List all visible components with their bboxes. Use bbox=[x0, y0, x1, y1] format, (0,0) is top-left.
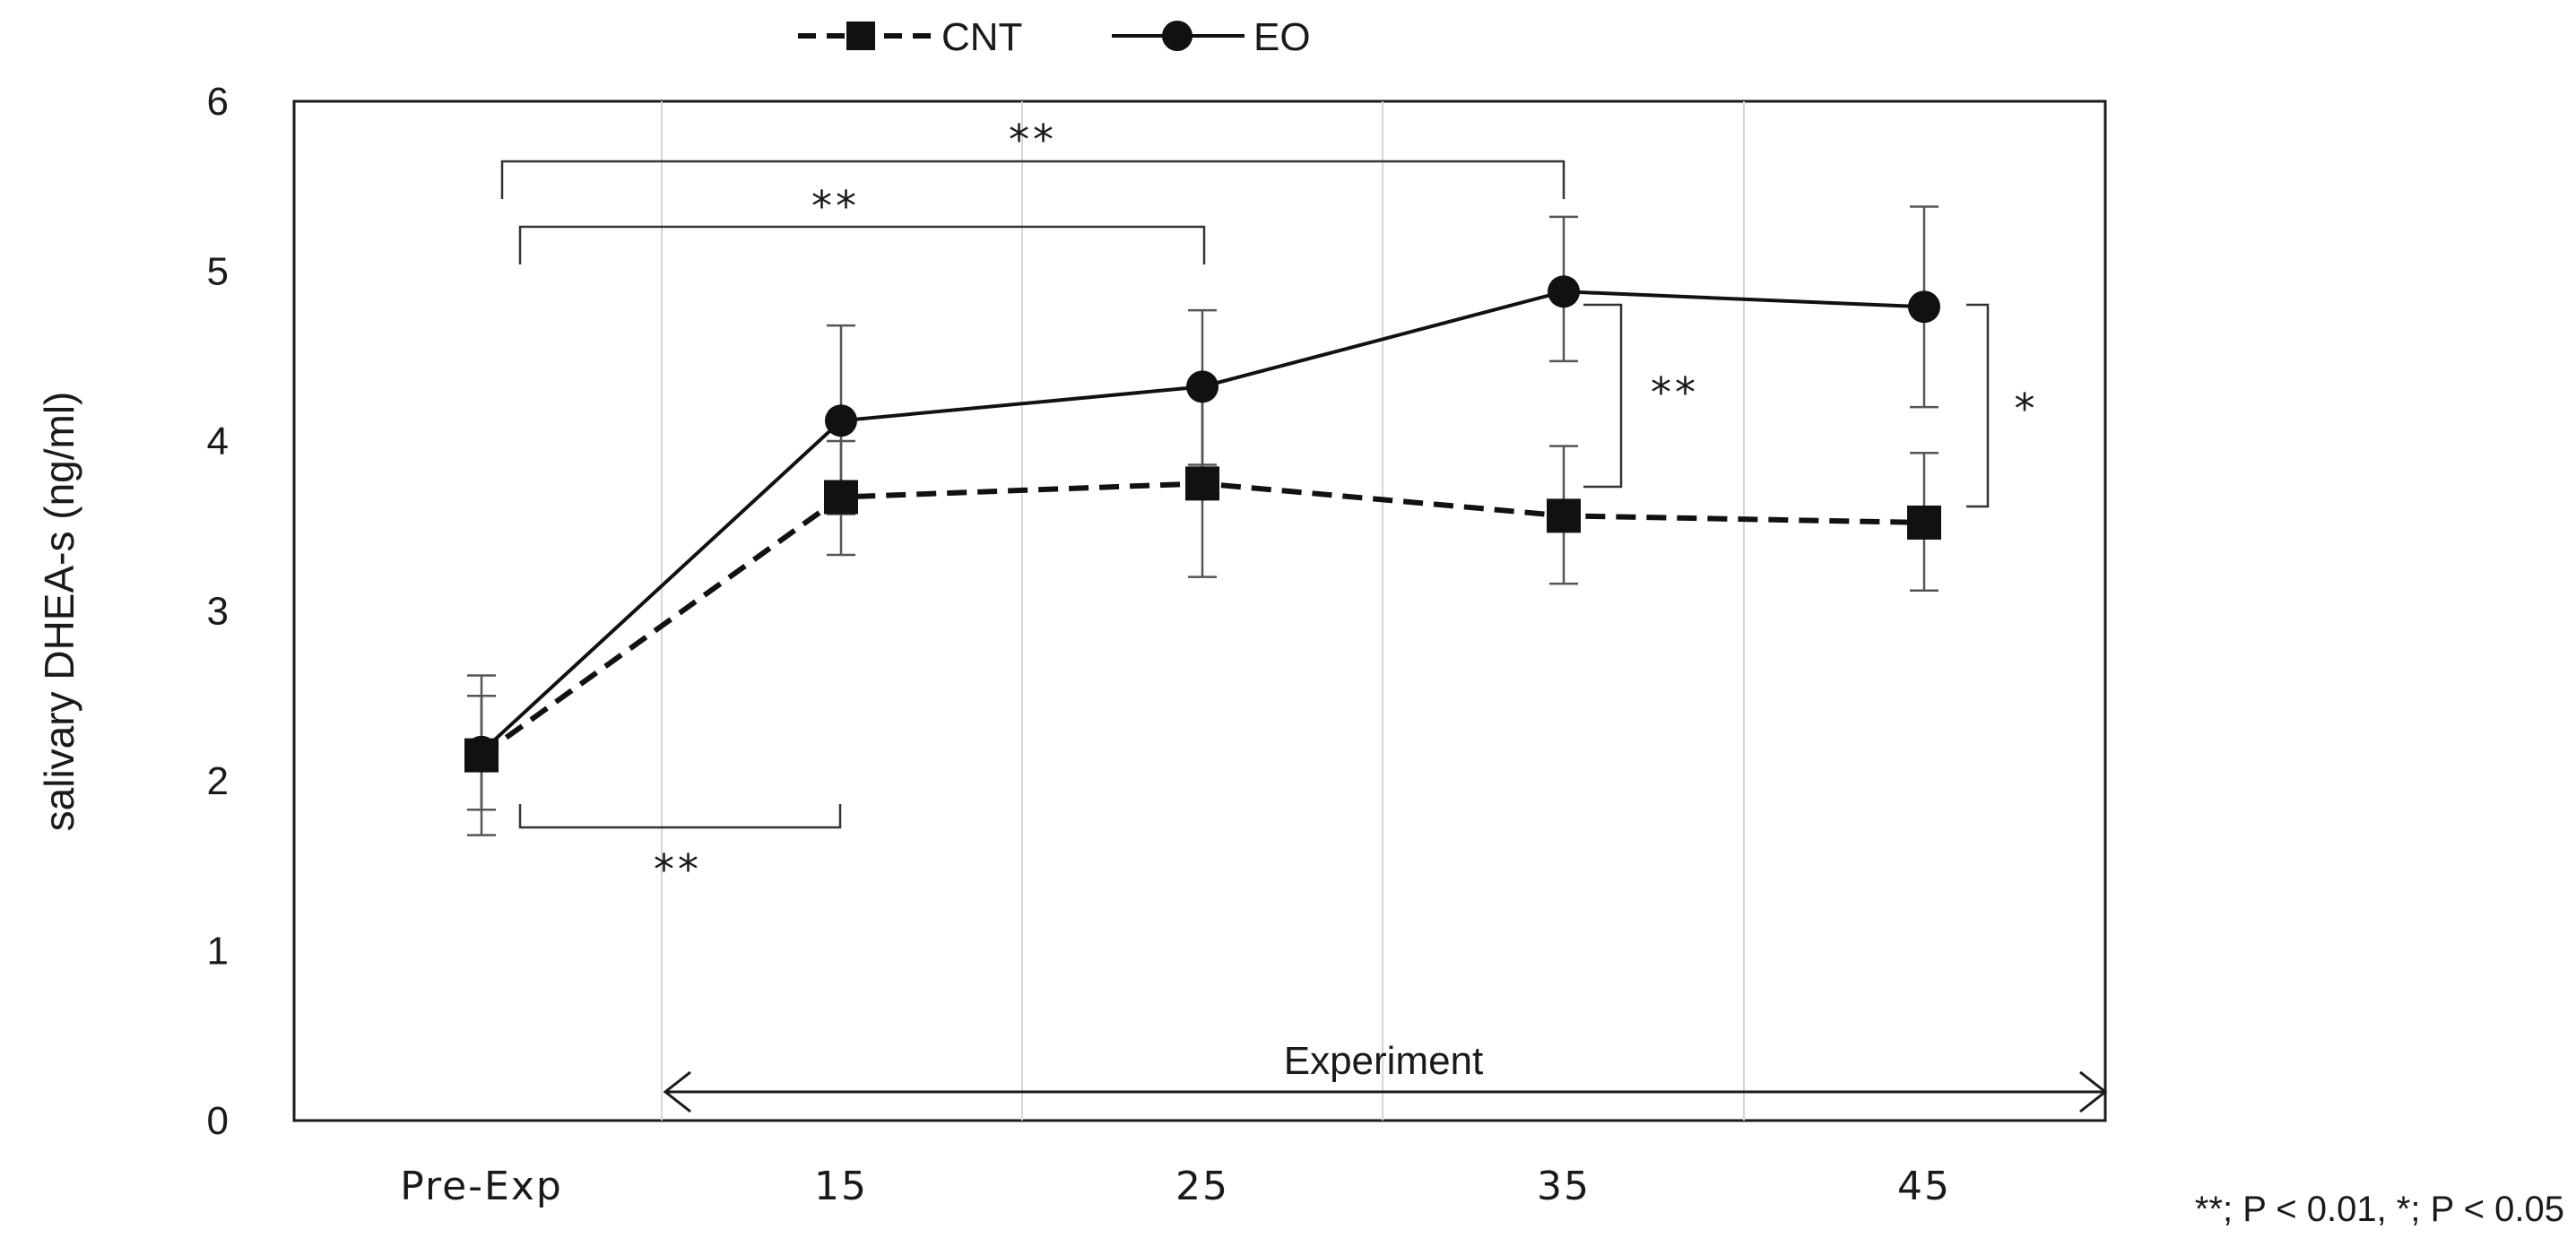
point-eo-0 bbox=[465, 735, 498, 768]
experiment-label: Experiment bbox=[1284, 1039, 1484, 1083]
y-axis-label: salivary DHEA-s (ng/ml) bbox=[36, 392, 82, 832]
y-tick-label-5: 5 bbox=[207, 250, 229, 294]
point-eo-3 bbox=[1548, 275, 1580, 308]
y-tick-label-6: 6 bbox=[207, 80, 229, 124]
y-tick-label-1: 1 bbox=[207, 930, 229, 974]
legend: CNT EO bbox=[798, 15, 1311, 59]
y-axis-ticks: 0 1 2 3 4 5 6 bbox=[207, 80, 229, 1143]
x-tick-label-4: 45 bbox=[1897, 1164, 1951, 1209]
x-tick-label-2: 25 bbox=[1175, 1164, 1229, 1209]
star-45-between: * bbox=[2015, 385, 2039, 433]
point-eo-2 bbox=[1186, 370, 1219, 403]
bracket-35-between bbox=[1583, 303, 1623, 489]
point-cnt-4 bbox=[1907, 505, 1941, 540]
y-tick-label-4: 4 bbox=[207, 420, 229, 463]
experiment-arrow bbox=[663, 1070, 2108, 1113]
point-eo-1 bbox=[825, 404, 857, 437]
star-35-between: ** bbox=[1651, 368, 1699, 417]
bracket-45-between bbox=[1966, 303, 1990, 508]
legend-eo-label: EO bbox=[1253, 15, 1311, 59]
footnote: **; P < 0.01, *; P < 0.05 bbox=[2195, 1190, 2564, 1229]
x-tick-label-0: Pre-Exp bbox=[400, 1164, 563, 1209]
point-eo-4 bbox=[1908, 290, 1940, 324]
y-tick-label-3: 3 bbox=[207, 590, 229, 634]
series-layer bbox=[464, 205, 1941, 836]
bracket-preexp-35 bbox=[500, 160, 1566, 199]
legend-item-cnt: CNT bbox=[798, 15, 1022, 59]
legend-cnt-marker bbox=[846, 22, 875, 50]
bracket-preexp-15 bbox=[518, 804, 842, 829]
legend-cnt-label: CNT bbox=[941, 15, 1022, 59]
point-cnt-2 bbox=[1185, 466, 1219, 501]
y-tick-label-2: 2 bbox=[207, 759, 229, 803]
star-preexp-15: ** bbox=[654, 845, 702, 894]
y-tick-label-0: 0 bbox=[207, 1099, 229, 1143]
vertical-gridlines bbox=[661, 101, 1745, 1121]
star-preexp-35: ** bbox=[1009, 116, 1057, 164]
x-tick-label-3: 35 bbox=[1537, 1164, 1591, 1209]
legend-item-eo: EO bbox=[1112, 15, 1311, 59]
x-tick-label-1: 15 bbox=[814, 1164, 868, 1209]
point-cnt-3 bbox=[1547, 498, 1581, 533]
plot-area-frame bbox=[292, 100, 2107, 1122]
legend-eo-marker bbox=[1162, 21, 1193, 51]
bracket-preexp-25 bbox=[518, 225, 1206, 264]
star-preexp-25: ** bbox=[811, 182, 860, 230]
x-axis-ticks: Pre-Exp 15 25 35 45 bbox=[400, 1164, 1951, 1209]
point-cnt-1 bbox=[824, 480, 858, 515]
